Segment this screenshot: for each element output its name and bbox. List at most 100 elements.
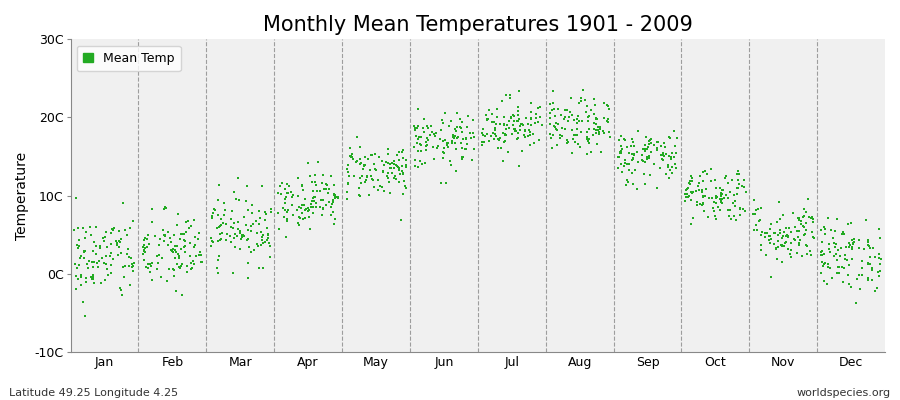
Point (806, 216, 820, 222)
Point (580, 118, 595, 124)
Point (320, 182, 334, 188)
Point (364, 173, 378, 180)
Point (869, 284, 884, 291)
Point (86, 276, 101, 282)
Point (836, 279, 850, 285)
Point (160, 242, 175, 248)
Point (762, 226, 777, 232)
Point (321, 199, 336, 205)
Point (175, 292, 189, 298)
Point (122, 254, 137, 260)
Point (698, 192, 713, 199)
Point (167, 267, 182, 273)
Point (302, 207, 317, 214)
Point (298, 215, 312, 222)
Point (715, 200, 729, 207)
Point (74, 282, 88, 288)
Point (751, 227, 765, 233)
Point (650, 185, 664, 191)
Point (587, 120, 601, 126)
Point (320, 190, 335, 196)
Point (734, 205, 748, 212)
Point (78, 247, 93, 254)
Point (873, 261, 887, 267)
Point (830, 216, 844, 222)
Point (112, 244, 126, 250)
Point (806, 218, 820, 225)
Point (570, 132, 584, 138)
Point (692, 187, 706, 193)
Point (873, 234, 887, 241)
Point (508, 125, 522, 132)
Point (327, 209, 341, 216)
Point (567, 132, 581, 138)
Point (582, 126, 597, 132)
Point (95, 234, 110, 241)
Point (786, 210, 800, 216)
Point (841, 221, 855, 228)
Point (360, 156, 374, 162)
Point (212, 236, 227, 243)
Point (842, 281, 857, 287)
Point (136, 244, 150, 250)
Point (459, 146, 473, 152)
Point (506, 112, 520, 119)
Point (475, 126, 490, 132)
Point (71, 276, 86, 282)
Point (526, 140, 541, 146)
Point (507, 113, 521, 120)
Point (294, 204, 309, 211)
Point (508, 128, 523, 135)
Point (71, 236, 86, 243)
Point (496, 158, 510, 164)
Point (261, 235, 275, 242)
Point (798, 230, 813, 237)
Point (371, 186, 385, 193)
Point (758, 234, 772, 240)
Point (299, 206, 313, 212)
Point (596, 128, 610, 134)
Point (557, 126, 572, 132)
Point (465, 116, 480, 123)
Point (717, 175, 732, 181)
Point (544, 135, 559, 141)
Point (792, 236, 806, 243)
Point (663, 154, 678, 161)
Point (518, 134, 532, 140)
Point (487, 136, 501, 142)
Point (357, 179, 372, 186)
Point (589, 127, 603, 134)
Point (137, 248, 151, 255)
Point (661, 164, 675, 170)
Point (546, 99, 561, 106)
Point (442, 123, 456, 129)
Point (795, 252, 809, 259)
Point (680, 191, 694, 197)
Point (591, 129, 606, 135)
Point (683, 181, 698, 188)
Point (364, 176, 379, 182)
Point (364, 172, 378, 179)
Point (381, 175, 395, 181)
Point (686, 189, 700, 195)
Point (861, 260, 876, 266)
Point (245, 202, 259, 208)
Point (589, 121, 603, 128)
Point (845, 244, 859, 251)
Point (849, 299, 863, 306)
Point (482, 138, 496, 144)
Point (396, 177, 410, 184)
Point (759, 252, 773, 258)
Point (801, 196, 815, 202)
Point (112, 228, 126, 235)
Point (663, 166, 678, 173)
Point (722, 213, 736, 220)
Point (832, 252, 847, 259)
Point (662, 134, 676, 140)
Point (114, 286, 129, 293)
Point (709, 216, 724, 222)
Point (601, 106, 616, 113)
Point (296, 202, 310, 208)
Point (726, 192, 741, 198)
Point (822, 246, 836, 252)
